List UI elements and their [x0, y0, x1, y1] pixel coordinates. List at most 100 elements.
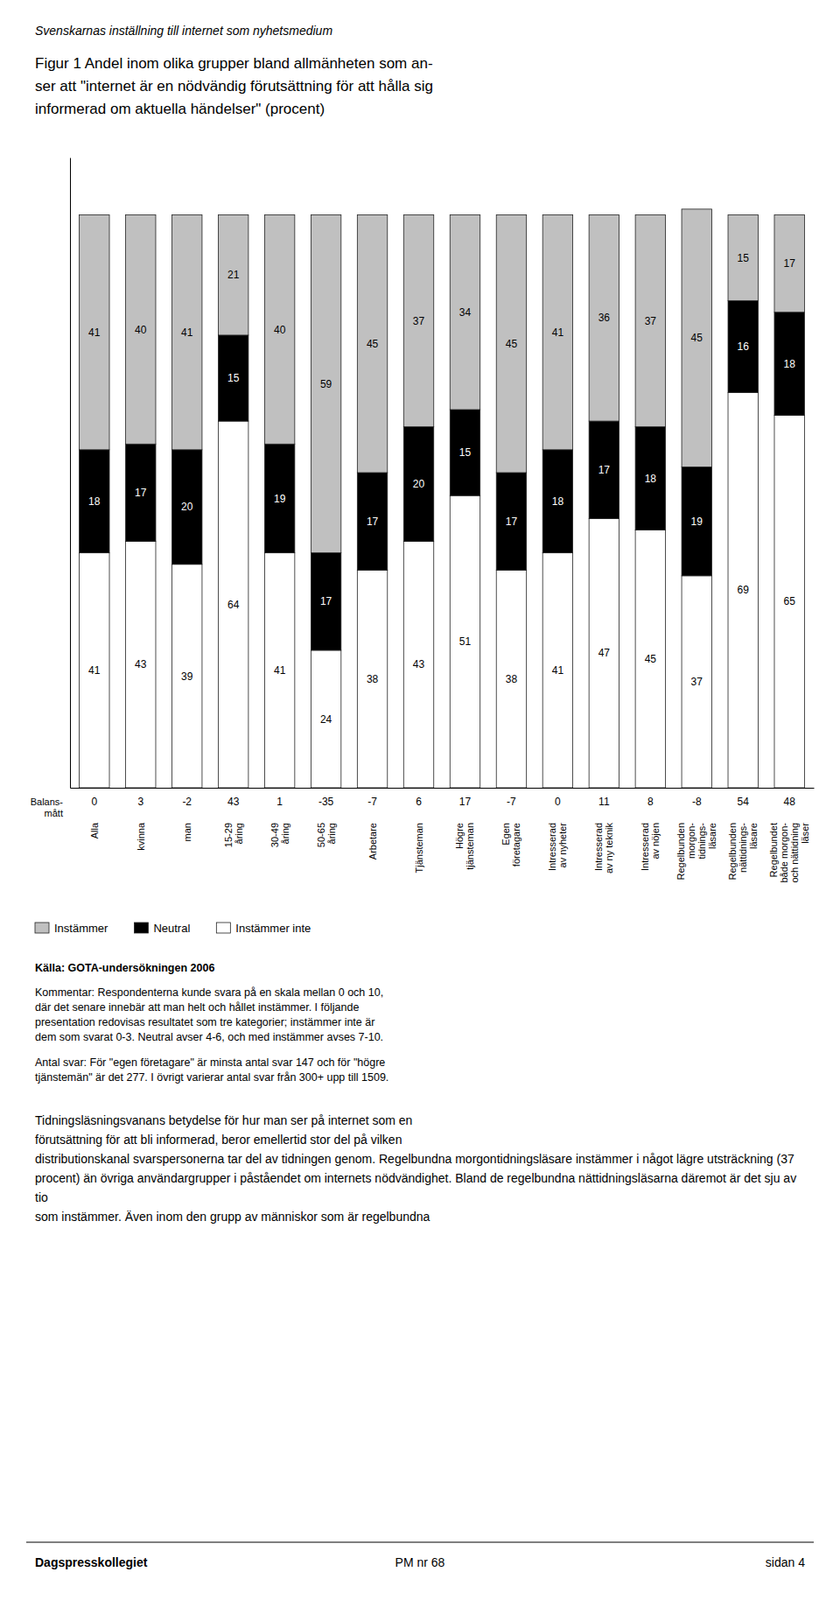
- chart: Svenskarnas inställning till internet so…: [0, 0, 840, 1600]
- footer-right: sidan 4: [765, 1554, 805, 1569]
- text-line: tio: [35, 1190, 49, 1204]
- balance-value: -8: [692, 795, 702, 808]
- x-axis: Allakvinnaman15-29åring30-49åring50-65år…: [70, 788, 815, 883]
- text-line: åring: [326, 822, 337, 844]
- bar-segment: [588, 420, 619, 518]
- bar-segment: [126, 443, 156, 541]
- text-line: sidan 4: [765, 1554, 805, 1569]
- text-line: 30-49: [269, 822, 280, 847]
- footer-center: PM nr 68: [395, 1554, 446, 1569]
- text-line: kvinna: [135, 821, 147, 851]
- x-tick-label: 30-49åring: [269, 822, 291, 847]
- bar-segment: [172, 449, 203, 565]
- x-tick: Tjänsteman: [413, 822, 425, 873]
- bar-segment: [357, 569, 387, 788]
- bar-segment: [403, 541, 434, 788]
- x-tick-label: Regelbundenmorgon-tidnings-läsare: [675, 822, 718, 881]
- x-tick: man: [182, 822, 193, 841]
- bar-segment: [588, 214, 619, 421]
- data-label: 20: [181, 500, 194, 513]
- text-line: Egen: [500, 822, 511, 846]
- text-line: Tjänsteman: [413, 822, 425, 873]
- data-label: 41: [88, 326, 101, 339]
- y-axis-line: [70, 158, 71, 789]
- bar-segment: [357, 472, 387, 570]
- annotations: Källa: GOTA-undersökningen 2006Kommentar…: [26, 961, 814, 1569]
- text-line: ser att "internet är en nödvändig föruts…: [35, 77, 434, 95]
- bar-segment: [217, 335, 248, 421]
- bar-segment: [542, 553, 573, 788]
- text-line: Intresserad: [546, 822, 558, 871]
- balance-value: 8: [647, 795, 654, 808]
- bar-segment: [357, 214, 387, 473]
- text-line: företagare: [511, 822, 522, 867]
- legend-label: Neutral: [153, 921, 190, 935]
- title: Figur 1 Andel inom olika grupper bland a…: [35, 55, 434, 118]
- x-tick: 50-65åring: [315, 822, 337, 847]
- bar-segment: [681, 209, 712, 468]
- data-label: 64: [227, 598, 240, 611]
- bar-segment: [403, 427, 434, 542]
- data-label: 16: [737, 340, 750, 353]
- data-label: 40: [134, 323, 147, 336]
- data-label: 41: [552, 326, 565, 339]
- bar-segment: [79, 553, 110, 788]
- bar-segment: [264, 443, 294, 553]
- data-label: 45: [505, 337, 518, 350]
- data-label: 69: [737, 583, 750, 596]
- x-tick-label: Regelbundetbåde morgon-och nättidningläs…: [768, 822, 811, 883]
- x-tick-label: Regelbundennättidnings-läsare: [727, 822, 759, 881]
- text-line: Intresserad: [639, 822, 651, 871]
- subtitle: Svenskarnas inställning till internet so…: [35, 23, 333, 38]
- bar-segment: [310, 650, 341, 788]
- data-label: 17: [366, 515, 379, 528]
- text-line: tidnings-: [696, 822, 707, 860]
- balance-value: 1: [276, 795, 283, 808]
- data-label: 15: [737, 252, 750, 265]
- bar-segment: [496, 472, 526, 570]
- text-line: Svenskarnas inställning till internet so…: [35, 23, 333, 38]
- text-line: 15-29: [223, 822, 234, 847]
- page: Svenskarnas inställning till internet so…: [0, 0, 840, 1600]
- text-line: 50-65: [315, 822, 327, 847]
- data-label: 15: [227, 371, 240, 385]
- data-label: 36: [598, 311, 611, 324]
- x-tick: Arbetare: [367, 822, 378, 860]
- data-label: 37: [413, 315, 426, 328]
- balance-row: 03-2431-35-7617-70118-85448Balans-mått: [30, 795, 796, 819]
- data-label: 45: [366, 337, 379, 350]
- x-tick-label: Intresseradav ny teknik: [593, 822, 615, 875]
- x-tick-label: Tjänsteman: [413, 822, 425, 873]
- text-line: Figur 1 Andel inom olika grupper bland a…: [35, 55, 434, 72]
- data-label: 17: [598, 463, 611, 476]
- bar-segment: [449, 409, 480, 496]
- text-line: av nöjen: [650, 822, 661, 860]
- source-note: Källa: GOTA-undersökningen 2006: [35, 961, 215, 974]
- footer-left: Dagspresskollegiet: [35, 1554, 148, 1569]
- data-label: 45: [644, 652, 658, 665]
- data-label: 34: [459, 306, 472, 319]
- legend-item: Neutral: [133, 921, 190, 935]
- text-line: Källa: GOTA-undersökningen 2006: [35, 961, 215, 974]
- text-line: man: [182, 822, 193, 841]
- text-line: förutsättning för att bli informerad, be…: [35, 1132, 402, 1147]
- text-line: tjänstemän" är det 277. I övrigt variera…: [35, 1071, 389, 1084]
- data-label: 18: [88, 495, 101, 508]
- balance-value: 17: [459, 795, 472, 808]
- balance-value: -7: [506, 795, 517, 808]
- bar-segment: [264, 214, 294, 444]
- data-label: 65: [784, 595, 797, 608]
- bar-segment: [496, 214, 526, 473]
- data-label: 38: [366, 672, 379, 686]
- text-line: morgon-: [686, 822, 697, 859]
- data-label: 45: [691, 331, 704, 344]
- data-label: 17: [134, 486, 147, 499]
- legend-item: Instämmer: [35, 921, 109, 935]
- balance-value: -35: [318, 795, 335, 808]
- footer-rule: [26, 1541, 814, 1543]
- x-tick: Intresseradav nöjen: [639, 822, 661, 871]
- text-line: presentation redovisas resultatet som tr…: [35, 1015, 375, 1029]
- data-label: 40: [273, 323, 287, 336]
- data-label: 17: [505, 515, 518, 528]
- balance-value: 43: [227, 795, 240, 808]
